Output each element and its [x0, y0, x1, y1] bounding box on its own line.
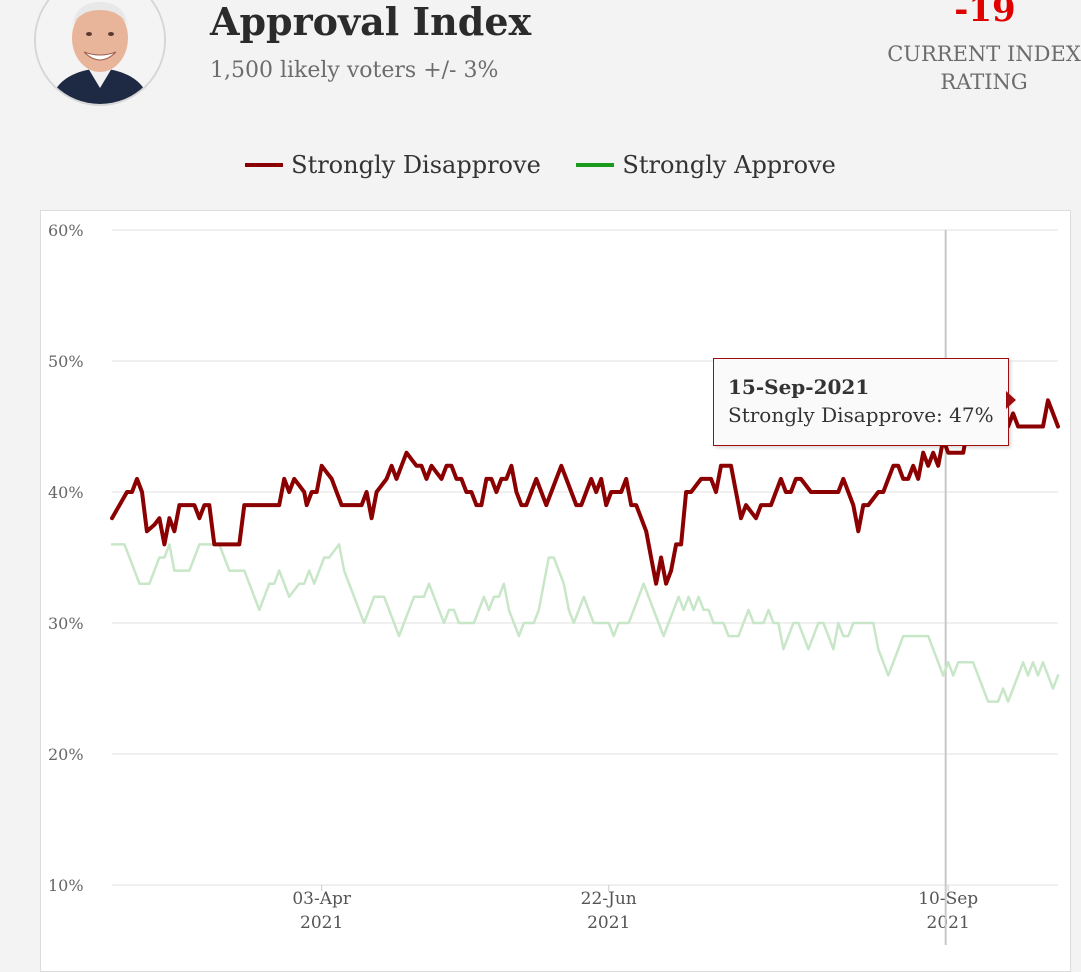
chart-tooltip: 15-Sep-2021 Strongly Disapprove: 47% [713, 358, 1009, 446]
x-tick-year: 2021 [300, 913, 343, 933]
series-line-strongly-approve [110, 543, 1060, 703]
legend-label-disapprove: Strongly Disapprove [291, 151, 541, 179]
legend-label-approve: Strongly Approve [622, 151, 836, 179]
y-tick-label: 20% [48, 745, 84, 764]
legend-swatch-approve [576, 163, 615, 167]
series-line-strongly-disapprove [110, 398, 1060, 586]
index-label-line2: RATING [940, 70, 1028, 94]
tooltip-date: 15-Sep-2021 [728, 375, 870, 399]
chart-container [40, 210, 1071, 972]
x-tick-label: 22-Jun [581, 889, 637, 909]
legend-item-strongly-approve[interactable]: Strongly Approve [576, 151, 836, 179]
current-index-value: -19 [954, 0, 1016, 30]
line-chart[interactable]: 10% 20% 30% 40% 50% 60% 03-Apr 2021 22-Jun 2021 10… [0, 0, 1081, 945]
avatar [34, 0, 166, 106]
page-title: Approval Index [210, 0, 532, 44]
y-tick-label: 30% [48, 614, 84, 633]
current-index-label: CURRENT INDEX RATING [886, 40, 1081, 96]
x-tick-label: 10-Sep [918, 889, 978, 909]
y-tick-label: 40% [48, 483, 84, 502]
tooltip-text: Strongly Disapprove: 47% [728, 403, 994, 427]
legend-item-strongly-disapprove[interactable]: Strongly Disapprove [245, 151, 541, 179]
page-subtitle: 1,500 likely voters +/- 3% [210, 58, 499, 83]
x-tick-label: 03-Apr [292, 889, 352, 909]
tooltip-arrow [1006, 391, 1016, 409]
portrait-image [36, 0, 164, 104]
y-tick-label: 60% [48, 221, 84, 240]
y-tick-label: 50% [48, 352, 84, 371]
x-tick-year: 2021 [587, 913, 630, 933]
x-tick-year: 2021 [927, 913, 970, 933]
legend-swatch-disapprove [245, 163, 284, 167]
y-tick-label: 10% [48, 876, 84, 895]
chart-legend: Strongly Disapprove Strongly Approve [0, 145, 1081, 179]
index-label-line1: CURRENT INDEX [887, 42, 1081, 66]
